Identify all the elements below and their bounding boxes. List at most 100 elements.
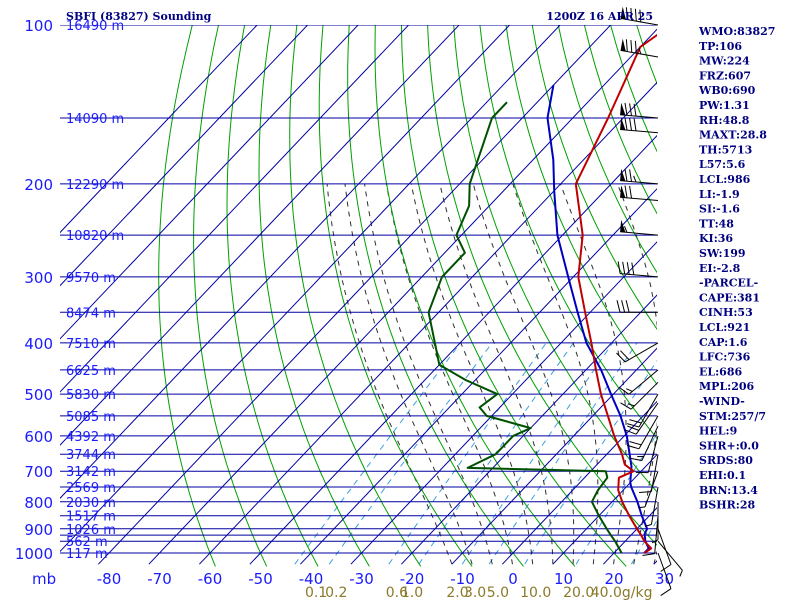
- temperature-tick-label: 20: [604, 570, 623, 588]
- wind-barb: [657, 552, 672, 597]
- isotherm-line: [60, 25, 359, 340]
- index-item: PW:1.31: [699, 99, 750, 112]
- pressure-tick-label: 800: [24, 494, 53, 512]
- wind-barb-staff: [620, 129, 659, 134]
- mixing-ratio-label: 0.6: [386, 585, 408, 600]
- isotherm-line: [60, 25, 309, 287]
- wind-barb: [624, 402, 659, 435]
- mixing-ratio-label: 10.0: [520, 585, 551, 600]
- wind-barb-feather: [622, 261, 626, 275]
- isotherm-line: [755, 13, 800, 564]
- wind-barb-feather: [660, 588, 672, 597]
- wind-barb-feather: [624, 168, 628, 182]
- pressure-tick-label: 300: [24, 269, 53, 287]
- temperature-tick-label: -30: [349, 570, 374, 588]
- height-label: 1517 m: [66, 510, 116, 525]
- wind-barb-pennant: [620, 38, 626, 52]
- isotherm-line: [552, 453, 657, 565]
- wind-barb-staff: [650, 486, 659, 525]
- wind-barb-pennant: [620, 6, 626, 20]
- dry-adiabat-line: [794, 25, 800, 566]
- temperature-tick-label: -60: [198, 570, 223, 588]
- wind-barb-staff: [638, 393, 659, 428]
- height-label: 3744 m: [66, 448, 116, 463]
- index-item: BSHR:28: [699, 499, 755, 512]
- moist-adiabat-line: [344, 183, 473, 565]
- height-label: 3142 m: [66, 465, 116, 480]
- wind-barb-staff: [638, 415, 659, 450]
- wind-barb-pennant: [620, 219, 626, 233]
- wind-barb-feather: [620, 350, 630, 360]
- dry-adiabat-line: [289, 25, 422, 567]
- wind-barb-feather: [629, 169, 632, 182]
- mixing-ratio-label: 1.0: [401, 585, 423, 600]
- temperature-line: [574, 33, 657, 554]
- wind-barb-feather: [625, 300, 630, 313]
- wind-barb-pennant: [620, 185, 626, 198]
- wind-barb: [657, 528, 672, 572]
- height-label: 5085 m: [66, 410, 116, 425]
- index-item: EHI:0.1: [699, 469, 746, 482]
- wind-barb-feather: [627, 425, 639, 431]
- pressure-tick-label: 1000: [15, 545, 53, 563]
- x-axis-label: mb: [32, 570, 56, 588]
- temperature-tick-label: -70: [147, 570, 172, 588]
- dry-adiabat-line: [318, 25, 473, 567]
- wind-barb-feather: [618, 386, 630, 395]
- dry-adiabat-line: [226, 25, 319, 567]
- wind-barb-feather: [616, 352, 626, 363]
- index-item: BRN:13.4: [699, 484, 758, 497]
- wind-barb: [620, 185, 659, 201]
- wind-barb-feather: [642, 553, 655, 556]
- dry-adiabat-line: [583, 25, 657, 215]
- index-item: TH:5713: [699, 143, 752, 156]
- index-item: SHR+:0.0: [699, 439, 759, 452]
- isotherm-line: [350, 241, 657, 565]
- index-item: WB0:690: [698, 84, 756, 97]
- temperature-tick-label: -40: [299, 570, 324, 588]
- height-label: 7510 m: [66, 337, 116, 352]
- wind-barb-staff: [620, 114, 659, 119]
- wind-barb-staff: [644, 471, 659, 508]
- isotherm-line: [60, 25, 511, 499]
- index-item: EL:686: [699, 365, 742, 378]
- index-item: RH:48.8: [699, 114, 750, 127]
- isotherm-line: [502, 400, 657, 565]
- index-item: -WIND-: [699, 395, 745, 408]
- wind-barb: [620, 6, 659, 26]
- wind-barb: [642, 515, 659, 556]
- index-item: CINH:53: [699, 306, 753, 319]
- wind-barb-staff: [654, 515, 659, 554]
- index-item: MPL:206: [699, 380, 755, 393]
- wind-barb-feather: [634, 40, 637, 54]
- height-labels: 16490 m 14090 m 12290 m 10820 m 9570 m 8474 m…: [66, 19, 124, 562]
- wind-barb-feather: [626, 444, 640, 450]
- wind-barb: [626, 415, 659, 450]
- height-label: 12290 m: [66, 178, 124, 193]
- wind-barbs: [616, 6, 683, 597]
- index-item: -PARCEL-: [699, 277, 758, 290]
- wind-barb-staff: [630, 381, 659, 410]
- temperature-tick-labels: mb -80 -70 -60 -50 -40 -30 -20 -10 0 10 20 30: [32, 570, 674, 588]
- index-item: CAP:1.6: [699, 336, 748, 349]
- wind-barb-feather: [639, 491, 652, 493]
- index-item: SRDS:80: [699, 454, 753, 467]
- wind-barb-feather: [621, 300, 626, 313]
- wind-barb-staff: [657, 552, 672, 589]
- pressure-tick-label: 900: [24, 521, 53, 539]
- mixing-ratio-label: 0.2: [325, 585, 347, 600]
- wind-barb-feather: [644, 524, 652, 527]
- mixing-ratio-line: [328, 342, 493, 565]
- wind-barb-feather: [626, 262, 630, 275]
- index-item: LCL:921: [699, 321, 750, 334]
- mixing-ratio-label: 2.0: [446, 585, 468, 600]
- wind-barb-feather: [631, 262, 635, 275]
- wind-barb: [644, 486, 659, 527]
- wind-barb-feather: [638, 506, 646, 509]
- isotherm-line: [60, 25, 561, 553]
- temperature-tick-label: -50: [248, 570, 273, 588]
- mixing-ratio-label: 0.1: [305, 585, 327, 600]
- height-label: 6625 m: [66, 364, 116, 379]
- isotherm-line: [60, 25, 258, 234]
